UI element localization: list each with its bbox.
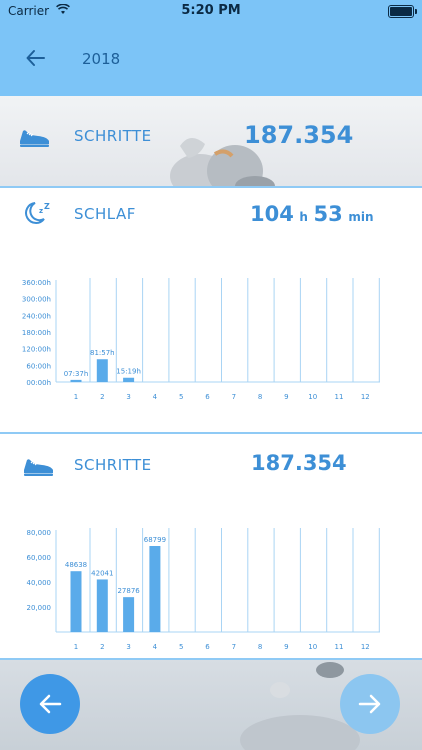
sneaker-icon xyxy=(22,452,56,478)
status-bar: Carrier 5:20 PM xyxy=(0,0,422,22)
page-title: 2018 xyxy=(82,50,121,68)
sleep-hours: 104 xyxy=(250,202,294,226)
x-tick-label: 10 xyxy=(308,643,317,651)
x-tick-label: 2 xyxy=(100,393,104,401)
bar xyxy=(70,379,82,382)
y-tick-label: 240:00h xyxy=(22,312,51,320)
moon-zz-icon: z Z xyxy=(22,200,56,226)
nav-bar: 2018 xyxy=(0,22,422,96)
divider xyxy=(0,432,422,434)
x-tick-label: 5 xyxy=(179,393,183,401)
x-tick-label: 10 xyxy=(308,393,317,401)
bar xyxy=(123,377,135,382)
steps-summary-label: SCHRITTE xyxy=(74,127,152,145)
data-label: 48638 xyxy=(65,561,87,569)
data-label: 42041 xyxy=(91,569,113,577)
sleep-chart: 00:00h 60:00h 120:00h 180:00h 240:00h 300:00h… xyxy=(22,278,380,401)
x-tick-label: 1 xyxy=(74,393,78,401)
sleep-card: z Z SCHLAF 104 h 53 min 00:00h 60:00h 120:… xyxy=(0,188,422,432)
data-label: 15:19h xyxy=(116,368,141,376)
x-tick-label: 9 xyxy=(284,643,288,651)
background-photo xyxy=(240,662,360,750)
y-tick-label: 60:00h xyxy=(26,362,51,370)
x-tick-label: 8 xyxy=(258,643,262,651)
arrow-right-icon xyxy=(358,694,381,714)
x-tick-label: 8 xyxy=(258,393,262,401)
status-time: 5:20 PM xyxy=(181,3,241,18)
sleep-total: 104 h 53 min xyxy=(250,202,374,226)
x-tick-label: 11 xyxy=(335,643,344,651)
data-label: 81:57h xyxy=(90,349,115,357)
data-label: 07:37h xyxy=(64,370,89,378)
x-tick-label: 7 xyxy=(232,393,236,401)
x-tick-label: 9 xyxy=(284,393,288,401)
x-tick-label: 12 xyxy=(361,643,370,651)
y-tick-label: 40,000 xyxy=(27,579,52,587)
bar xyxy=(70,571,82,632)
y-tick-label: 300:00h xyxy=(22,296,51,304)
y-tick-label: 180:00h xyxy=(22,329,51,337)
steps-label: SCHRITTE xyxy=(74,456,152,474)
x-tick-label: 6 xyxy=(205,643,210,651)
data-label: 68799 xyxy=(144,536,166,544)
back-button[interactable] xyxy=(24,46,48,70)
y-tick-label: 120:00h xyxy=(22,346,51,354)
y-tick-label: 60,000 xyxy=(27,554,52,562)
x-tick-label: 12 xyxy=(361,393,370,401)
bar xyxy=(96,359,108,382)
background-photo xyxy=(170,137,275,186)
sleep-label: SCHLAF xyxy=(74,205,136,223)
sleep-minutes-unit: min xyxy=(348,210,374,224)
y-tick-label: 00:00h xyxy=(26,379,51,387)
next-button[interactable] xyxy=(340,674,400,734)
sleep-hours-unit: h xyxy=(299,210,308,224)
steps-value: 187.354 xyxy=(251,451,347,475)
x-tick-label: 11 xyxy=(335,393,344,401)
x-tick-label: 4 xyxy=(153,643,158,651)
x-tick-label: 6 xyxy=(205,393,210,401)
sleep-minutes: 53 xyxy=(313,202,343,226)
steps-summary-row: SCHRITTE 187.354 xyxy=(0,96,422,186)
y-tick-label: 80,000 xyxy=(27,529,52,537)
bar xyxy=(96,579,108,632)
x-tick-label: 3 xyxy=(126,393,130,401)
x-tick-label: 2 xyxy=(100,643,104,651)
svg-text:Z: Z xyxy=(44,202,50,211)
x-tick-label: 3 xyxy=(126,643,130,651)
steps-chart: 20,000 40,000 60,000 80,000 48638 1 42041 2 2787… xyxy=(27,528,380,651)
wifi-icon xyxy=(56,3,70,18)
sneaker-icon xyxy=(18,123,52,149)
divider xyxy=(0,186,422,188)
x-tick-label: 1 xyxy=(74,643,78,651)
steps-card: SCHRITTE 187.354 20,000 40,000 60,000 80,00… xyxy=(0,434,422,658)
battery-icon xyxy=(388,5,417,18)
y-tick-label: 360:00h xyxy=(22,279,51,287)
steps-summary-value: 187.354 xyxy=(244,121,354,149)
svg-text:z: z xyxy=(39,207,43,215)
x-tick-label: 7 xyxy=(232,643,236,651)
arrow-left-icon xyxy=(39,694,62,714)
x-tick-label: 5 xyxy=(179,643,183,651)
x-tick-label: 4 xyxy=(153,393,158,401)
data-label: 27876 xyxy=(117,587,140,595)
arrow-left-icon xyxy=(26,50,45,66)
divider xyxy=(0,658,422,660)
previous-button[interactable] xyxy=(20,674,80,734)
bar xyxy=(123,597,135,632)
carrier-label: Carrier xyxy=(8,4,50,18)
bar xyxy=(149,546,161,632)
y-tick-label: 20,000 xyxy=(27,604,52,612)
